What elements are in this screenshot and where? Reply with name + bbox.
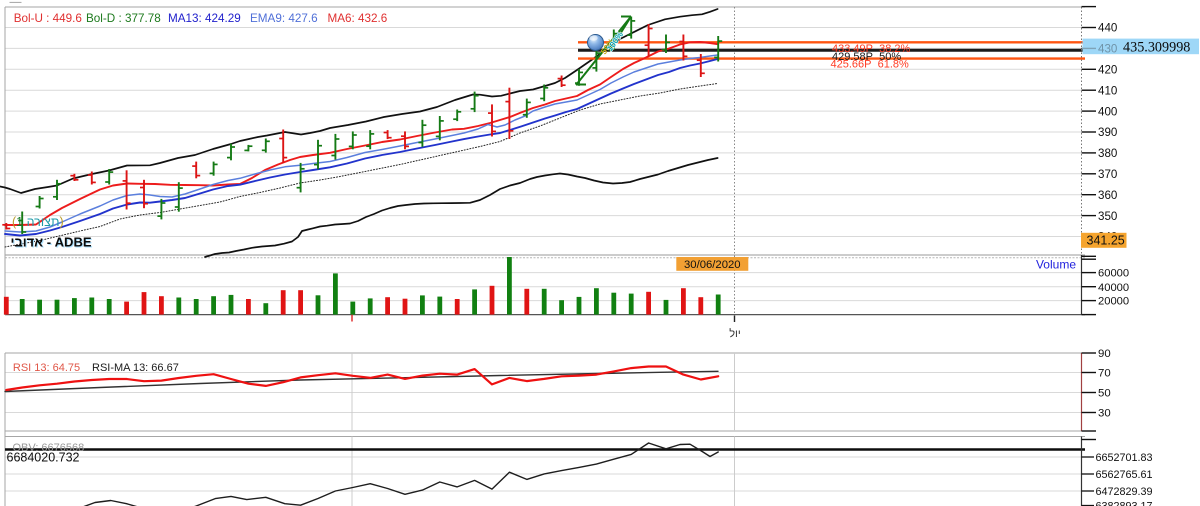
- svg-text:370: 370: [1098, 168, 1117, 181]
- svg-text:435.309998: 435.309998: [1123, 39, 1190, 55]
- svg-text:60000: 60000: [1098, 268, 1129, 280]
- svg-text:360: 360: [1098, 189, 1117, 202]
- svg-text:350: 350: [1098, 210, 1117, 223]
- svg-text:6652701.83: 6652701.83: [1096, 452, 1153, 464]
- svg-text:6472829.39: 6472829.39: [1096, 486, 1153, 498]
- svg-text:425.66P 61.8%: 425.66P 61.8%: [831, 59, 910, 71]
- svg-text:430: 430: [1098, 43, 1117, 56]
- svg-text:אדובי - ADBE: אדובי - ADBE: [11, 235, 92, 250]
- svg-text:MA6: 432.6: MA6: 432.6: [328, 12, 388, 25]
- svg-text:Bol-U : 449.6: Bol-U : 449.6: [14, 12, 82, 25]
- svg-text:Bol-D : 377.78: Bol-D : 377.78: [86, 12, 161, 25]
- svg-text:410: 410: [1098, 84, 1117, 97]
- svg-text:400: 400: [1098, 105, 1117, 118]
- svg-text:אדובי - ADBE: אדובי - ADBE: [12, 235, 93, 250]
- svg-text:50: 50: [1098, 388, 1111, 400]
- svg-text:6562765.61: 6562765.61: [1096, 469, 1153, 481]
- svg-text:40000: 40000: [1098, 282, 1129, 294]
- svg-text:Volume: Volume: [1036, 257, 1076, 271]
- svg-text:341.25: 341.25: [1087, 234, 1125, 248]
- svg-text:390: 390: [1098, 126, 1117, 139]
- svg-text:70: 70: [1098, 368, 1111, 380]
- svg-text:429.58P 50%: 429.58P 50%: [832, 51, 901, 63]
- svg-text:90: 90: [1098, 348, 1111, 360]
- svg-text:380: 380: [1098, 147, 1117, 160]
- svg-text:440: 440: [1098, 22, 1117, 35]
- svg-text:יול: יול: [729, 327, 741, 340]
- svg-text:6382893.17: 6382893.17: [1096, 501, 1153, 506]
- svg-text:30: 30: [1098, 408, 1111, 420]
- svg-text:30/06/2020: 30/06/2020: [684, 259, 741, 271]
- svg-text:6684020.732: 6684020.732: [7, 451, 80, 465]
- svg-text:20000: 20000: [1098, 296, 1129, 308]
- svg-text:OBV: 6676568: OBV: 6676568: [13, 442, 85, 454]
- svg-text:(תצורה 1): (תצורה 1): [12, 215, 64, 229]
- svg-text:MA13: 424.29: MA13: 424.29: [168, 12, 241, 25]
- svg-text:RSI-MA 13: 66.67: RSI-MA 13: 66.67: [92, 362, 179, 374]
- svg-text:RSI 13: 64.75: RSI 13: 64.75: [13, 362, 80, 374]
- svg-text:433.49P 38.2%: 433.49P 38.2%: [832, 43, 911, 55]
- svg-text:EMA9: 427.6: EMA9: 427.6: [250, 12, 318, 25]
- svg-text:420: 420: [1098, 64, 1117, 77]
